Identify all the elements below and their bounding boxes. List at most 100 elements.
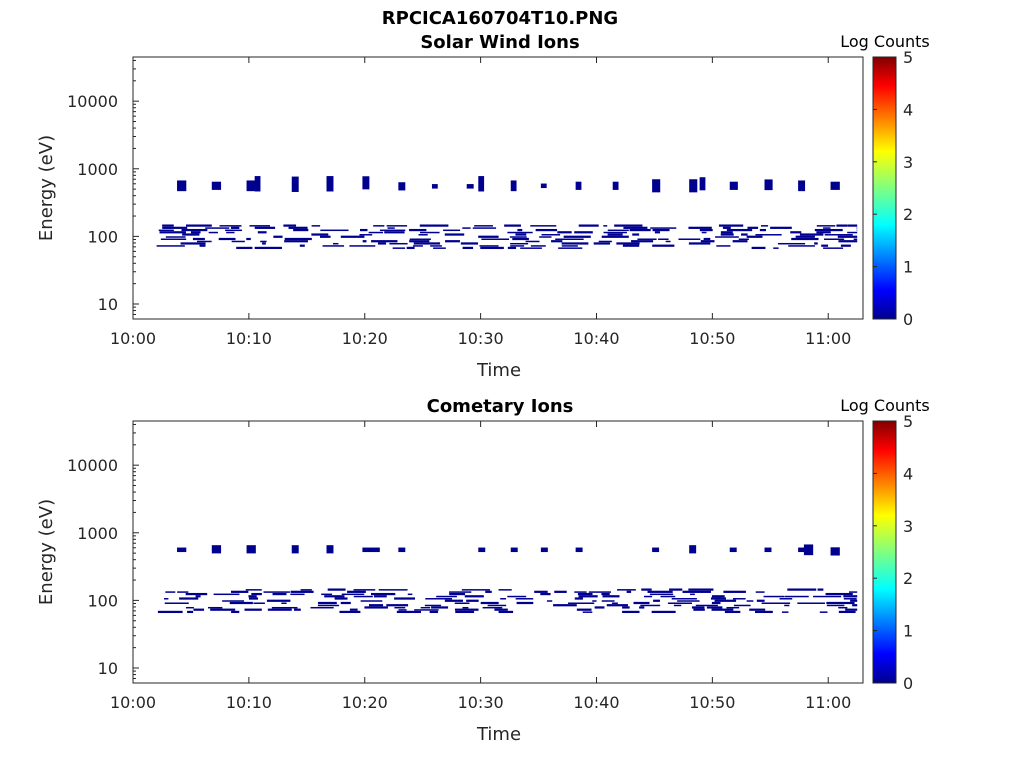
count-block xyxy=(164,598,169,600)
count-block xyxy=(520,247,542,249)
count-block xyxy=(847,224,858,227)
colorbar-tick-label: 0 xyxy=(903,674,913,693)
count-block xyxy=(353,589,376,591)
count-block xyxy=(284,240,308,243)
count-block xyxy=(418,234,428,236)
count-block xyxy=(409,238,431,240)
count-block xyxy=(644,595,653,598)
count-block xyxy=(671,598,697,600)
count-block xyxy=(324,595,345,598)
x-tick-label: 10:40 xyxy=(573,329,619,348)
count-block xyxy=(525,240,540,243)
count-block xyxy=(716,245,731,247)
colorbar xyxy=(872,56,897,320)
count-block xyxy=(652,244,675,247)
count-block xyxy=(693,608,705,611)
count-block xyxy=(714,599,737,602)
count-block xyxy=(406,246,415,250)
count-block xyxy=(640,604,661,607)
count-block xyxy=(326,176,334,192)
count-block xyxy=(190,231,201,234)
count-block xyxy=(602,595,620,598)
count-block xyxy=(394,597,415,600)
count-block xyxy=(186,606,194,609)
count-block xyxy=(454,602,470,604)
count-block xyxy=(830,547,840,556)
count-block xyxy=(617,589,636,591)
count-block xyxy=(218,237,236,241)
x-tick-label: 10:20 xyxy=(342,329,388,348)
count-block xyxy=(791,237,819,241)
count-block xyxy=(546,600,553,602)
count-block xyxy=(606,604,628,607)
count-block xyxy=(293,608,301,611)
count-block xyxy=(414,609,439,611)
count-block xyxy=(641,588,652,591)
count-block xyxy=(703,237,711,241)
count-block xyxy=(504,224,521,227)
count-block xyxy=(623,226,648,229)
count-block xyxy=(389,242,408,245)
count-block xyxy=(474,225,493,227)
count-block xyxy=(253,602,265,604)
count-block xyxy=(770,226,792,229)
count-block xyxy=(816,231,831,234)
count-block xyxy=(530,245,546,247)
count-block xyxy=(211,545,222,554)
count-block xyxy=(761,602,791,604)
colorbar-tick-label: 4 xyxy=(903,100,913,119)
count-block xyxy=(539,236,552,238)
count-block xyxy=(639,606,645,609)
count-block xyxy=(246,545,256,554)
count-block xyxy=(689,545,697,554)
count-block xyxy=(326,545,334,554)
count-block xyxy=(466,184,474,189)
count-block xyxy=(498,589,512,591)
count-block xyxy=(413,242,441,245)
count-block xyxy=(478,176,485,192)
count-block xyxy=(387,227,395,229)
count-block xyxy=(466,599,479,602)
count-block xyxy=(479,245,499,247)
count-block xyxy=(688,226,712,229)
count-block xyxy=(462,246,474,250)
colorbar-tick-label: 3 xyxy=(903,517,913,536)
count-block xyxy=(291,176,299,192)
count-block xyxy=(185,592,208,596)
count-block xyxy=(362,547,380,553)
count-block xyxy=(160,238,187,240)
x-tick-label: 10:20 xyxy=(342,693,388,712)
count-block xyxy=(187,610,194,614)
count-block xyxy=(824,238,845,240)
y-tick-label: 10000 xyxy=(67,456,118,475)
count-block xyxy=(838,606,848,609)
count-block xyxy=(797,602,825,604)
count-block xyxy=(412,245,423,247)
count-block xyxy=(741,233,748,236)
count-block xyxy=(378,589,408,591)
count-block xyxy=(165,236,186,238)
count-block xyxy=(478,547,486,553)
count-block xyxy=(464,595,484,598)
count-block xyxy=(852,604,858,607)
count-block xyxy=(669,588,683,591)
figure-title: RPCICA160704T10.PNG xyxy=(382,8,618,29)
count-block xyxy=(208,231,218,234)
count-block xyxy=(673,604,682,607)
y-axis: 10 100 1000 10000 xyxy=(67,59,139,320)
count-block xyxy=(695,604,718,607)
count-block xyxy=(208,606,223,609)
count-block xyxy=(291,545,299,554)
count-block xyxy=(651,610,676,614)
count-block xyxy=(507,595,527,598)
count-block xyxy=(177,591,189,593)
count-block xyxy=(755,610,773,614)
count-block xyxy=(803,544,814,556)
y-tick-label: 10 xyxy=(98,659,118,678)
colorbar-tick-label: 3 xyxy=(903,153,913,172)
count-block xyxy=(554,590,567,593)
count-block xyxy=(746,600,754,602)
count-block xyxy=(633,601,650,605)
count-block xyxy=(409,240,430,243)
count-block xyxy=(454,608,479,611)
